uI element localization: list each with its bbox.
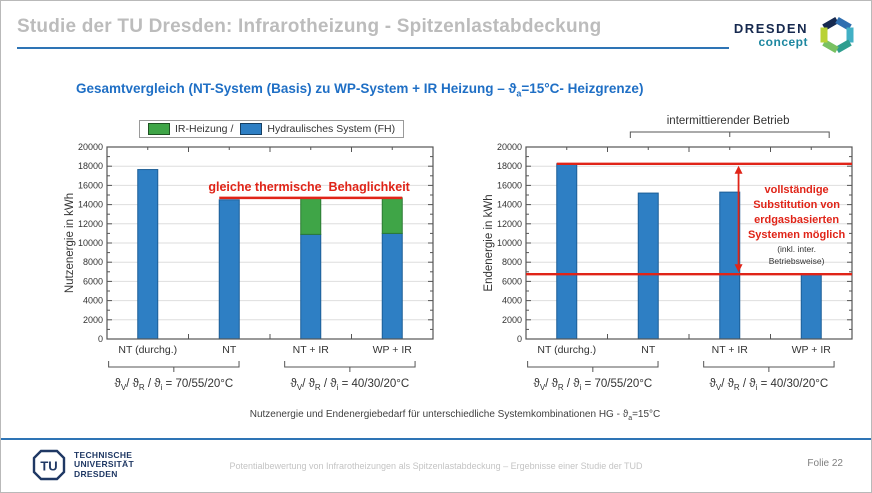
category-label: NT + IR	[712, 344, 749, 356]
arrowhead-up-icon	[734, 165, 743, 174]
endenergie-chart-svg: 0 2000 4000 6000 8000 10000 12000 14000 16000 180…	[483, 115, 853, 392]
legend-item-hydraulic: Hydraulisches System (FH)	[240, 123, 395, 135]
y-tick-label: 12000	[497, 219, 522, 229]
gridlines	[107, 165, 433, 321]
y-tick-labels: 0 2000 4000 6000 8000 10000 12000 14000 16000 180…	[78, 142, 103, 344]
x-category-labels: NT (durchg.) NT NT + IR WP + IR	[118, 344, 412, 356]
plot-border	[106, 146, 434, 340]
substitution-text-line: Systemen möglich	[748, 229, 845, 241]
figure-caption: Nutzenergie und Endenergiebedarf für unt…	[249, 409, 661, 422]
temperature-label: ϑV/ ϑR / ϑi = 40/30/20°C	[710, 378, 829, 392]
substitution-text-line: erdgasbasierten	[754, 214, 839, 226]
y-tick-label: 10000	[497, 238, 522, 248]
y-tick-label: 20000	[78, 142, 103, 152]
bar-segment	[300, 197, 322, 235]
category-label: NT	[641, 344, 656, 356]
tu-monogram: TU	[40, 459, 57, 474]
nutzenergie-chart-svg: 0 2000 4000 6000 8000 10000 12000 14000 16000 180…	[64, 142, 434, 392]
y-tick-label: 4000	[83, 296, 103, 306]
temperature-label: ϑV/ ϑR / ϑi = 70/55/20°C	[534, 378, 653, 392]
comfort-line-label: gleiche thermische Behaglichkeit	[208, 180, 410, 194]
bar-segment	[381, 197, 403, 234]
y-axis-label: Nutzenergie in kWh	[64, 193, 76, 293]
bar-segment	[300, 233, 322, 340]
y-tick-label: 0	[98, 334, 103, 344]
y-tick-label: 20000	[497, 142, 522, 152]
header-divider	[17, 47, 729, 49]
footer-divider	[1, 438, 871, 440]
group-bracket	[284, 361, 416, 372]
brand-name: DRESDEN	[733, 20, 808, 36]
category-label: NT (durchg.)	[118, 344, 177, 356]
institution-line-1: TECHNISCHE	[74, 449, 133, 460]
substitution-text-line: Substitution von	[753, 199, 840, 211]
y-tick-label: 18000	[78, 161, 103, 171]
category-label: NT	[222, 344, 237, 356]
substitution-note-line: (inkl. inter.	[777, 244, 816, 254]
legend-item-ir: IR-Heizung /	[148, 123, 233, 135]
category-label: NT + IR	[293, 344, 330, 356]
gridlines	[526, 165, 852, 321]
bars-group	[137, 169, 403, 340]
y-tick-label: 18000	[497, 161, 522, 171]
y-tick-label: 8000	[502, 257, 522, 267]
y-tick-label: 10000	[78, 238, 103, 248]
tu-dresden-logo: TU TECHNISCHE UNIVERSITÄT DRESDEN	[31, 449, 134, 481]
group-bracket	[703, 361, 835, 372]
legend-swatch-blue	[240, 123, 263, 135]
category-label: WP + IR	[373, 344, 413, 356]
y-tick-label: 6000	[83, 276, 103, 286]
footer-note: Potentialbewertung von Infrarotheizungen…	[229, 461, 643, 471]
tu-badge-icon: TU	[32, 449, 66, 481]
x-category-labels: NT (durchg.) NT NT + IR WP + IR	[537, 344, 831, 356]
y-tick-label: 0	[517, 334, 522, 344]
y-tick-label: 4000	[502, 296, 522, 306]
dresden-concept-logo: DRESDEN concept	[734, 13, 859, 57]
arrowhead-down-icon	[734, 264, 743, 273]
temperature-label: ϑV/ ϑR / ϑi = 40/30/20°C	[291, 378, 410, 392]
y-axis-label: Endenergie in kWh	[483, 194, 495, 291]
y-tick-label: 12000	[78, 219, 103, 229]
chart-section-title: Gesamtvergleich (NT-System (Basis) zu WP…	[76, 81, 644, 99]
right-chart-block: 0 2000 4000 6000 8000 10000 12000 14000 16000 180…	[480, 111, 871, 395]
y-tick-label: 2000	[502, 315, 522, 325]
left-chart-block: IR-Heizung / Hydraulisches System (FH) 0…	[61, 111, 461, 395]
institution-line-2: UNIVERSITÄT	[74, 459, 134, 470]
bar-segment	[381, 232, 403, 340]
bar-segment	[556, 163, 578, 340]
y-tick-labels: 0 2000 4000 6000 8000 10000 12000 14000 16000 180…	[497, 142, 522, 344]
intermittent-label: intermittierender Betrieb	[667, 115, 790, 127]
substitution-note-line: Betriebsweise)	[769, 256, 825, 266]
group-bracket	[108, 361, 240, 372]
legend-label-hydraulic: Hydraulisches System (FH)	[267, 123, 396, 135]
intermittent-bracket	[629, 131, 830, 138]
institution-line-3: DRESDEN	[74, 468, 118, 479]
bar-segment	[218, 199, 240, 340]
bar-segment	[800, 273, 822, 340]
bar-segment	[637, 192, 659, 340]
y-tick-label: 16000	[497, 180, 522, 190]
chart-legend: IR-Heizung / Hydraulisches System (FH)	[139, 120, 405, 138]
category-label: WP + IR	[792, 344, 832, 356]
legend-swatch-green	[148, 123, 170, 135]
bar-segment	[137, 169, 159, 340]
substitution-text-line: vollständige	[764, 184, 828, 196]
y-tick-label: 2000	[83, 315, 103, 325]
legend-label-ir: IR-Heizung /	[175, 123, 234, 135]
y-tick-label: 8000	[83, 257, 103, 267]
slide-header-title: Studie der TU Dresden: Infrarotheizung -…	[17, 16, 602, 37]
brand-subname: concept	[758, 34, 808, 49]
slide-number: Folie 22	[807, 458, 843, 469]
temperature-label: ϑV/ ϑR / ϑi = 70/55/20°C	[115, 378, 234, 392]
charts-row: IR-Heizung / Hydraulisches System (FH) 0…	[61, 111, 871, 395]
category-label: NT (durchg.)	[537, 344, 596, 356]
y-tick-label: 14000	[497, 200, 522, 210]
group-bracket	[527, 361, 659, 372]
dresden-concept-ring-icon	[820, 16, 854, 54]
y-tick-label: 6000	[502, 276, 522, 286]
y-tick-label: 14000	[78, 200, 103, 210]
plot-border	[525, 146, 853, 340]
y-tick-label: 16000	[78, 180, 103, 190]
